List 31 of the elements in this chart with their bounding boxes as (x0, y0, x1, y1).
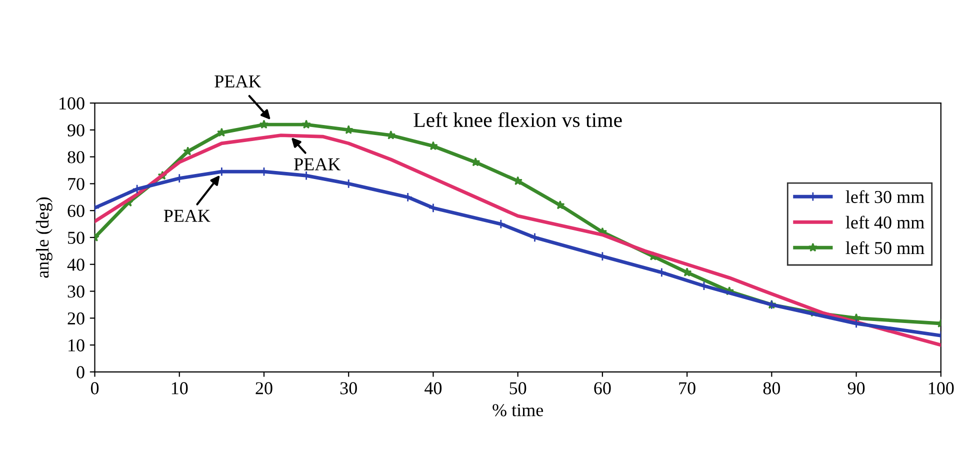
y-tick-label: 90 (68, 124, 84, 136)
y-tick-label: 60 (68, 204, 84, 218)
y-tick-label: 100 (60, 97, 84, 110)
y-tick-label: 50 (68, 232, 84, 244)
y-tick-label: 40 (67, 258, 84, 271)
legend-label: left 30 mm (846, 190, 924, 204)
y-tick-label: 20 (68, 312, 84, 325)
legend-label: left 40 mm (846, 216, 924, 229)
annotation: PEAK (214, 75, 262, 88)
annotation: PEAK (294, 158, 341, 170)
x-tick-label: 60 (594, 382, 611, 394)
x-tick-label: 70 (679, 382, 696, 394)
chart-title: Left knee flexion vs time (414, 112, 622, 128)
x-tick-label: 90 (848, 382, 865, 394)
y-axis-title: angle (deg) (36, 197, 52, 278)
x-tick-label: 80 (763, 382, 780, 394)
x-tick-label: 30 (340, 382, 357, 394)
x-tick-label: 10 (172, 382, 188, 394)
y-tick-label: 30 (68, 286, 84, 298)
y-tick-label: 0 (76, 366, 84, 378)
x-tick-label: 40 (424, 382, 442, 394)
x-tick-label: 20 (256, 382, 272, 394)
y-tick-label: 70 (68, 178, 84, 190)
x-tick-label: 50 (510, 382, 526, 394)
x-tick-label: 0 (90, 382, 99, 394)
y-tick-label: 10 (68, 339, 84, 352)
annotation: PEAK (164, 210, 210, 222)
y-tick-label: 80 (68, 151, 84, 164)
x-tick-label: 100 (928, 382, 954, 394)
legend-label: left 50 mm (846, 241, 924, 254)
x-axis-title: % time (492, 404, 544, 416)
